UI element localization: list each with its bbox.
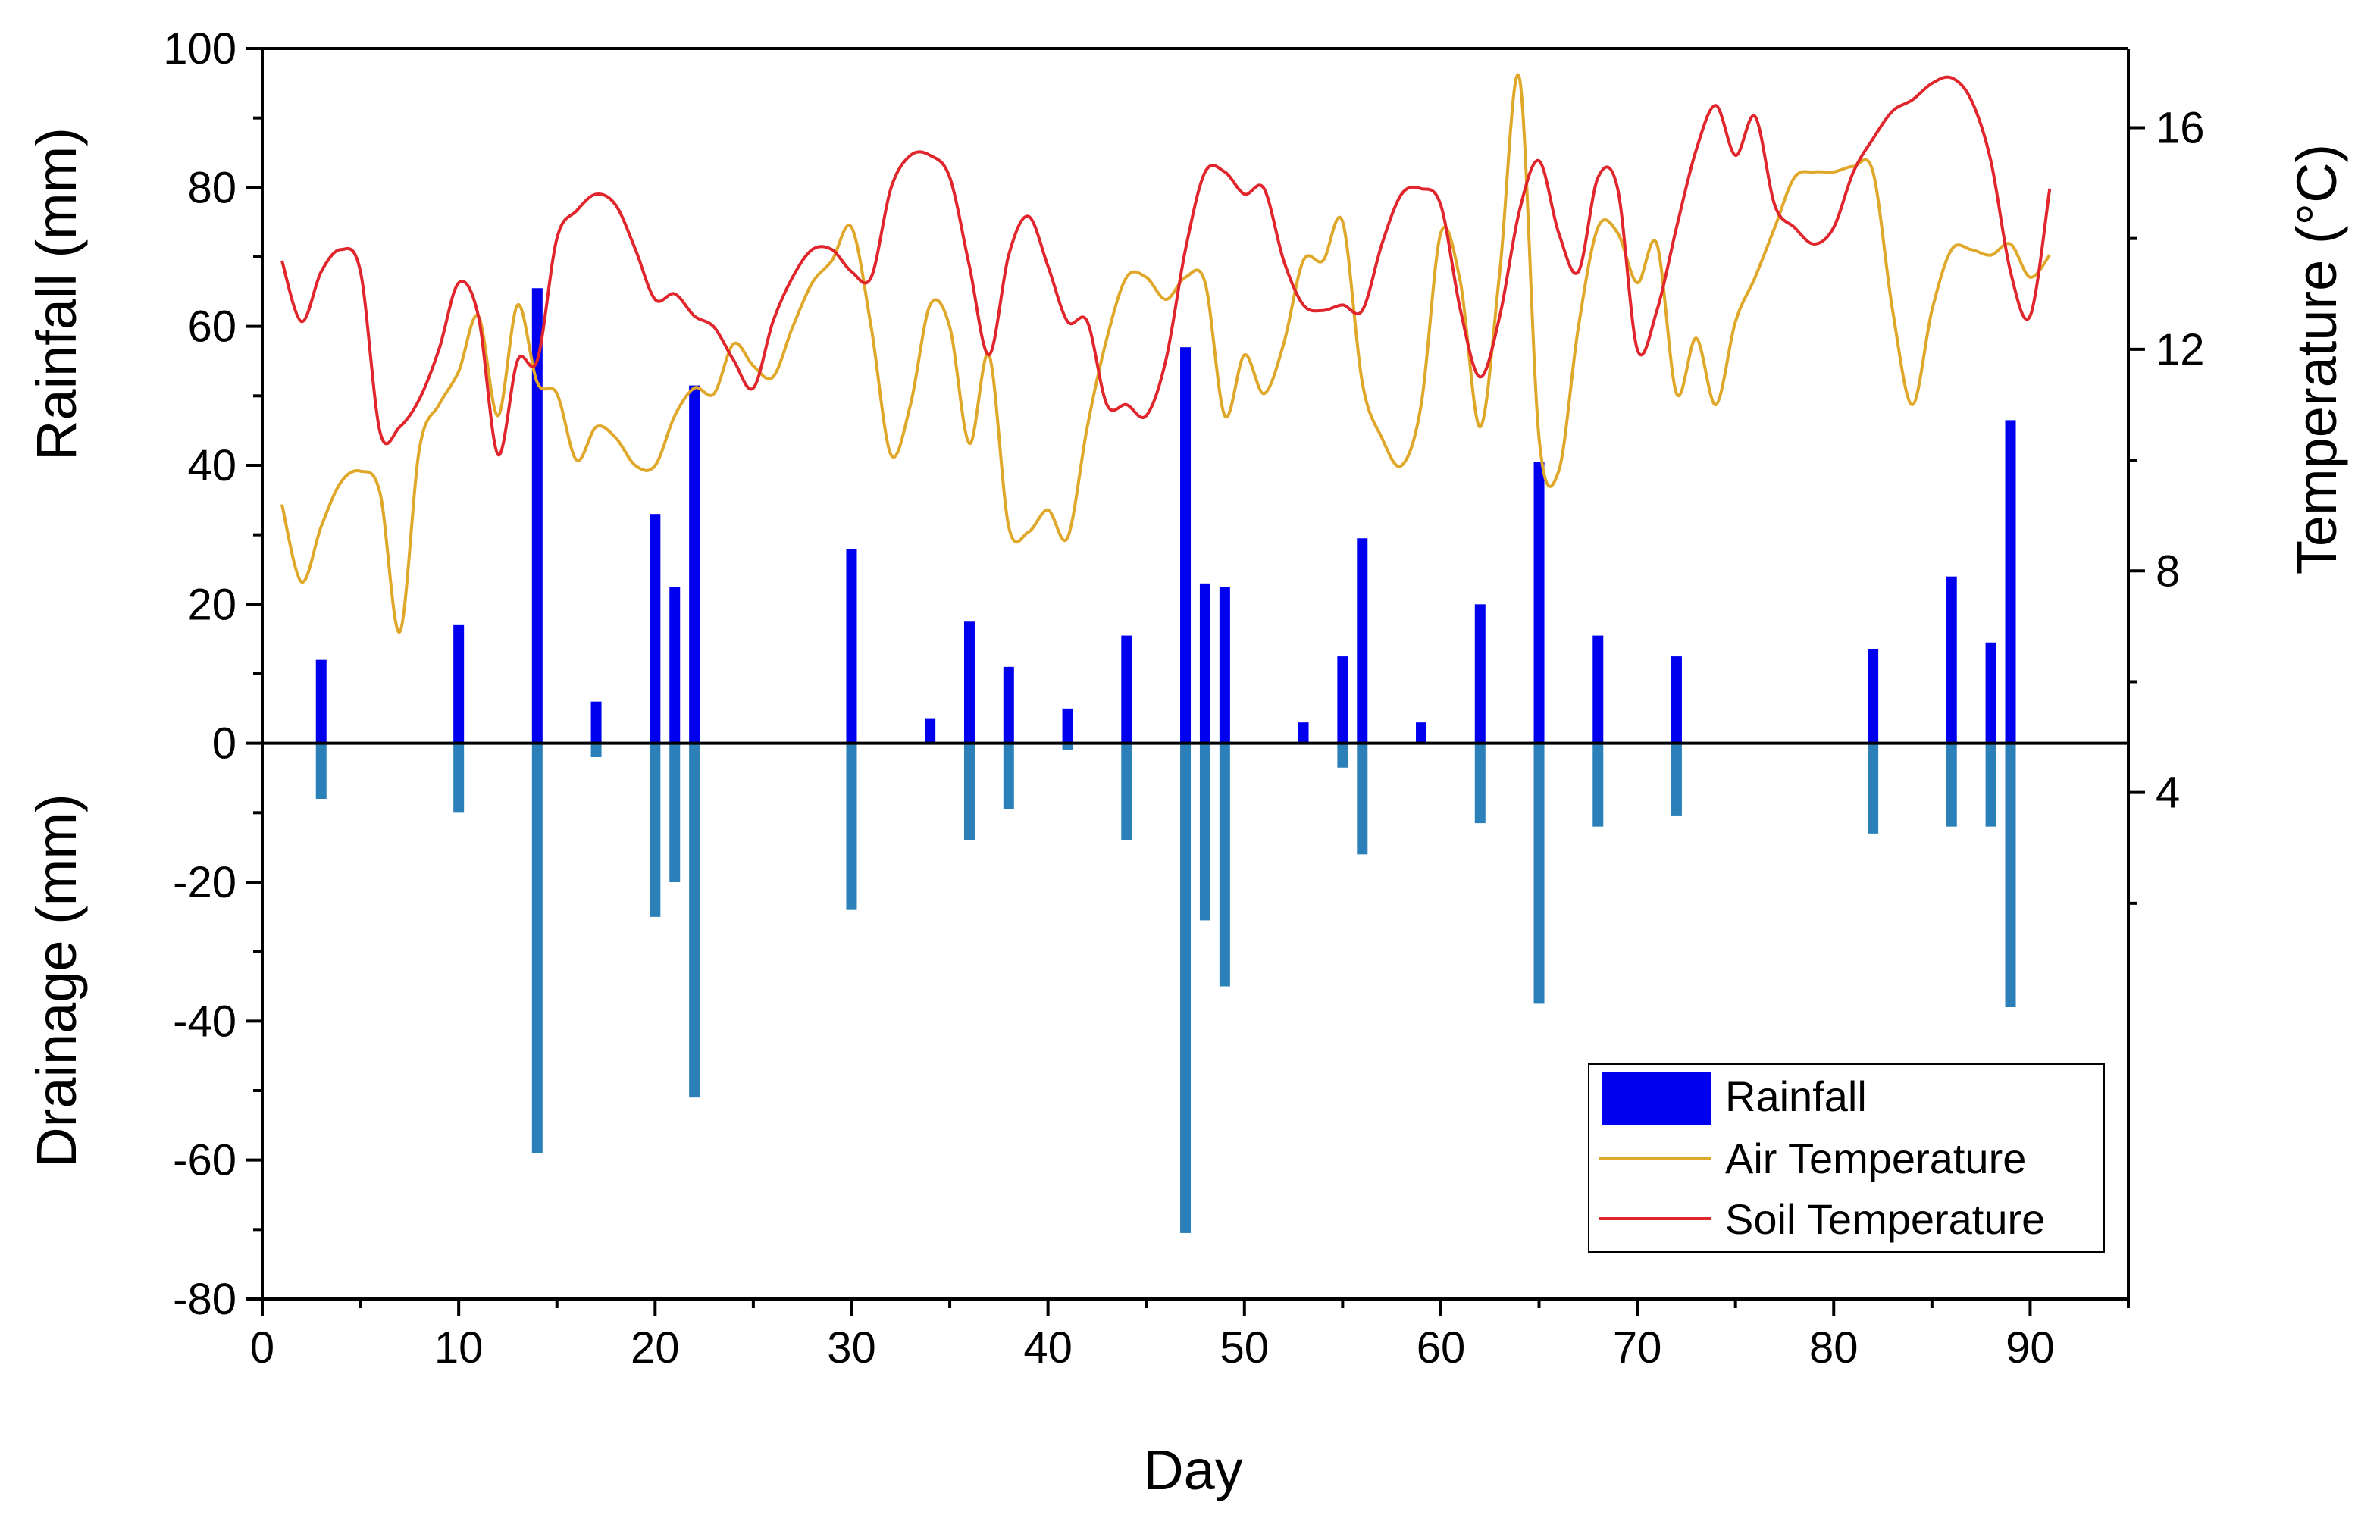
rainfall-bar-day-89 bbox=[2005, 420, 2016, 743]
rainfall-bar-day-47 bbox=[1180, 347, 1192, 743]
drainage-bar-day-38 bbox=[1003, 743, 1014, 809]
rainfall-bar-day-88 bbox=[1985, 642, 1996, 743]
rainfall-bar-day-38 bbox=[1003, 666, 1014, 743]
y-left-tick-label: 60 bbox=[187, 302, 236, 352]
x-axis-title: Day bbox=[1143, 1438, 1243, 1501]
x-tick-label: 90 bbox=[2006, 1323, 2055, 1373]
y-left-tick-label: -60 bbox=[173, 1136, 236, 1185]
drainage-bar-day-21 bbox=[669, 743, 681, 882]
drainage-bar-day-36 bbox=[963, 743, 975, 840]
rainfall-bar-day-22 bbox=[689, 385, 700, 743]
rainfall-bar-day-34 bbox=[925, 718, 936, 743]
x-tick-label: 40 bbox=[1023, 1323, 1073, 1373]
rainfall-bar-day-44 bbox=[1121, 635, 1132, 743]
rainfall-bar-day-86 bbox=[1946, 576, 1957, 743]
legend: Rainfall Air Temperature Soil Temperatur… bbox=[1588, 1063, 2105, 1253]
y-right-tick-label: 8 bbox=[2156, 546, 2180, 596]
rainfall-bar-day-14 bbox=[531, 288, 543, 743]
y-left-tick-label: 0 bbox=[212, 719, 236, 768]
x-tick-label: 70 bbox=[1613, 1323, 1662, 1373]
y-right-tick-label: 12 bbox=[2156, 325, 2205, 374]
legend-label-rainfall: Rainfall bbox=[1725, 1072, 1867, 1120]
drainage-bar-day-56 bbox=[1357, 743, 1368, 855]
drainage-bar-day-3 bbox=[315, 743, 327, 799]
legend-label-air-temperature: Air Temperature bbox=[1725, 1135, 2026, 1182]
rainfall-bar-day-59 bbox=[1416, 722, 1427, 743]
rainfall-bar-day-68 bbox=[1592, 635, 1604, 743]
drainage-bar-day-14 bbox=[531, 743, 543, 1153]
x-tick-label: 10 bbox=[434, 1323, 484, 1373]
rainfall-bar-day-10 bbox=[453, 624, 465, 743]
x-tick-label: 20 bbox=[631, 1323, 680, 1373]
rainfall-bar-day-17 bbox=[590, 701, 602, 743]
legend-label-soil-temperature: Soil Temperature bbox=[1725, 1195, 2045, 1243]
rainfall-bar-day-21 bbox=[669, 587, 681, 743]
rainfall-bar-day-82 bbox=[1868, 649, 1879, 743]
drainage-bar-day-48 bbox=[1199, 743, 1210, 921]
y-left-tick-label: 20 bbox=[187, 580, 236, 629]
drainage-bar-day-88 bbox=[1985, 743, 1996, 827]
drainage-bar-day-44 bbox=[1121, 743, 1132, 840]
y-right-tick-label: 16 bbox=[2156, 103, 2205, 152]
axes-layer: 0 10 20 30 40 50 60 70 80 90 100 80 60 40 20 0 -20 -40 -60… bbox=[163, 24, 2204, 1373]
rainfall-bar-day-72 bbox=[1671, 656, 1682, 743]
rainfall-bar-day-55 bbox=[1337, 656, 1348, 743]
drainage-bar-day-47 bbox=[1180, 743, 1192, 1233]
x-tick-label: 60 bbox=[1417, 1323, 1466, 1373]
drainage-bar-day-72 bbox=[1671, 743, 1682, 816]
air-temperature-line bbox=[280, 73, 2051, 634]
rainfall-bar-day-49 bbox=[1219, 587, 1230, 743]
drainage-bar-day-55 bbox=[1337, 743, 1348, 768]
y-left-tick-label: 40 bbox=[187, 441, 236, 490]
bars-layer bbox=[315, 288, 2016, 1233]
drainage-bar-day-82 bbox=[1868, 743, 1879, 834]
rainfall-bar-day-30 bbox=[846, 549, 857, 743]
rainfall-bar-day-41 bbox=[1062, 708, 1073, 743]
drainage-bar-day-49 bbox=[1219, 743, 1230, 987]
drainage-bar-day-65 bbox=[1533, 743, 1545, 1004]
y-right-tick-label: 4 bbox=[2156, 768, 2180, 818]
drainage-bar-day-22 bbox=[689, 743, 700, 1098]
rainfall-bar-day-53 bbox=[1298, 722, 1309, 743]
y-left-tick-label: -20 bbox=[173, 858, 236, 907]
y-left-tick-label: -80 bbox=[173, 1275, 236, 1324]
drainage-bar-day-20 bbox=[650, 743, 661, 917]
y-left-tick-label: 80 bbox=[187, 163, 236, 212]
drainage-bar-day-17 bbox=[590, 743, 602, 757]
x-tick-label: 0 bbox=[250, 1323, 274, 1373]
legend-swatch-rainfall bbox=[1602, 1072, 1711, 1125]
rainfall-bar-day-62 bbox=[1474, 604, 1486, 743]
drainage-bar-day-89 bbox=[2005, 743, 2016, 1007]
rainfall-bar-day-56 bbox=[1357, 538, 1368, 743]
drainage-bar-day-30 bbox=[846, 743, 857, 910]
drainage-bar-day-41 bbox=[1062, 743, 1073, 750]
soil-temperature-line bbox=[280, 75, 2052, 456]
rainfall-bar-day-20 bbox=[650, 514, 661, 743]
y-left-tick-label: -40 bbox=[173, 997, 236, 1046]
drainage-bar-day-68 bbox=[1592, 743, 1604, 827]
y-axis-title-temperature: Temperature (°C) bbox=[2285, 144, 2348, 574]
rainfall-bar-day-65 bbox=[1533, 462, 1545, 743]
x-tick-label: 30 bbox=[827, 1323, 876, 1373]
rainfall-bar-day-3 bbox=[315, 659, 327, 743]
drainage-bar-day-86 bbox=[1946, 743, 1957, 827]
rainfall-bar-day-48 bbox=[1199, 583, 1210, 743]
x-tick-label: 50 bbox=[1220, 1323, 1270, 1373]
y-left-tick-label: 100 bbox=[163, 24, 236, 74]
lines-layer bbox=[280, 73, 2052, 634]
y-axis-title-drainage: Drainage (mm) bbox=[25, 793, 88, 1167]
y-axis-title-rainfall: Rainfall (mm) bbox=[25, 127, 88, 461]
x-tick-label: 80 bbox=[1809, 1323, 1859, 1373]
rainfall-bar-day-36 bbox=[963, 621, 975, 743]
drainage-bar-day-62 bbox=[1474, 743, 1486, 824]
drainage-bar-day-10 bbox=[453, 743, 465, 813]
